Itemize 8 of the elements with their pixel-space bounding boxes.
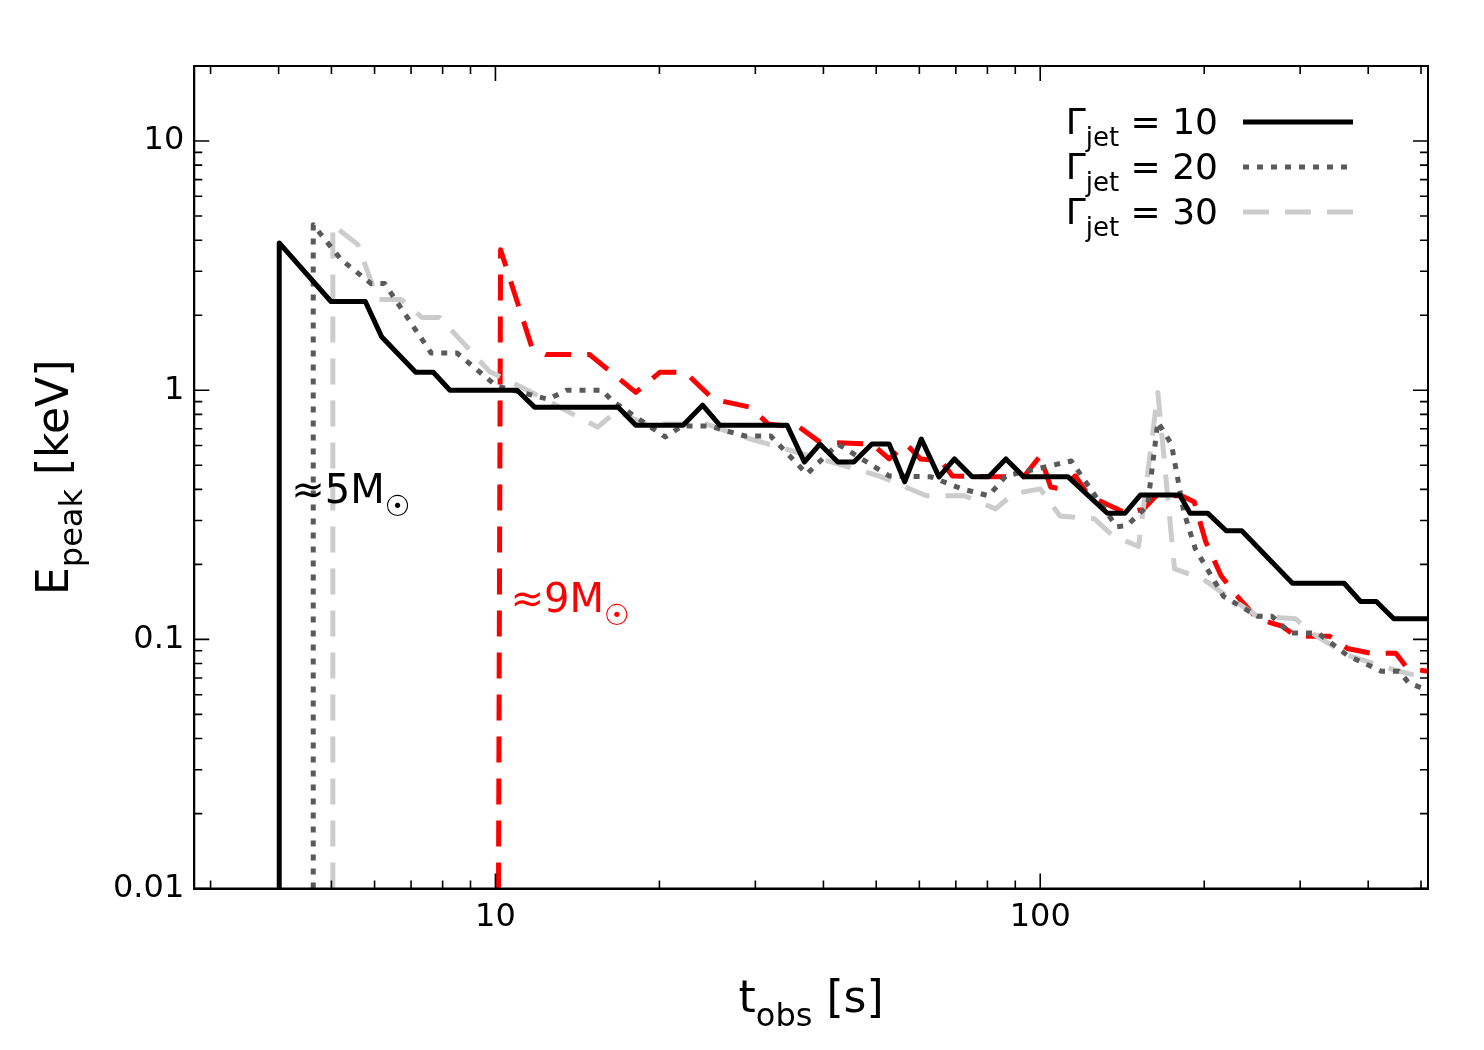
y-tick-label: 1 — [163, 368, 185, 407]
annotation: ≈9M☉ — [510, 575, 630, 633]
y-axis-title: Epeak [keV] — [27, 359, 91, 595]
x-tick-label: 100 — [1009, 896, 1071, 935]
y-tick-label: 0.1 — [133, 617, 185, 656]
y-tick-label: 0.01 — [113, 866, 185, 905]
annotation: ≈5M☉ — [291, 466, 411, 524]
y-tick-label: 10 — [143, 119, 185, 158]
